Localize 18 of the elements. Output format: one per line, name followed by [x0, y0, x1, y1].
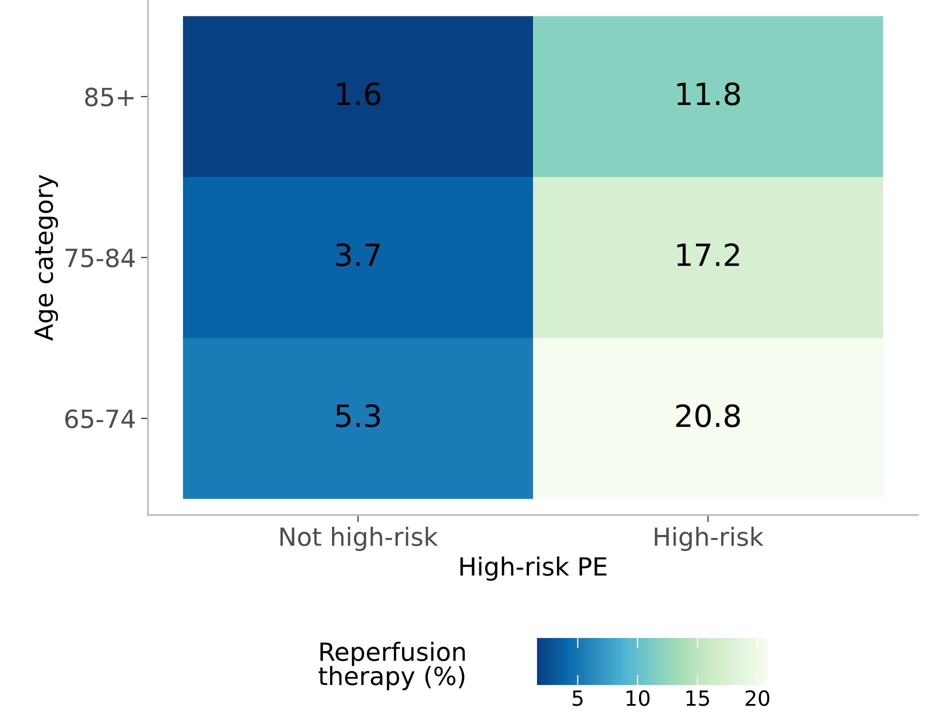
x-tick-label: High-risk — [654, 526, 764, 551]
data-label: 11.8 — [677, 82, 740, 106]
x-axis-title: High-risk PE — [460, 556, 606, 581]
color-bar-label: 10 — [626, 690, 650, 706]
data-label: 3.7 — [336, 243, 380, 266]
color-bar-label: 5 — [572, 690, 583, 706]
y-tick-label: 85+ — [85, 88, 134, 106]
color-bar-title: Reperfusion therapy (%) — [318, 642, 465, 690]
data-label: 17.2 — [677, 243, 739, 266]
y-tick-label: 75-84 — [66, 248, 135, 268]
data-label: 1.6 — [337, 82, 380, 106]
data-label: 5.3 — [336, 404, 380, 428]
y-axis-title: Age category — [34, 174, 58, 341]
data-label: 20.8 — [676, 404, 740, 428]
color-bar-label: 20 — [746, 690, 770, 706]
y-tick-label: 65-74 — [65, 409, 135, 428]
x-tick-label: Not high-risk — [280, 526, 438, 551]
color-bar-label: 15 — [686, 690, 709, 706]
